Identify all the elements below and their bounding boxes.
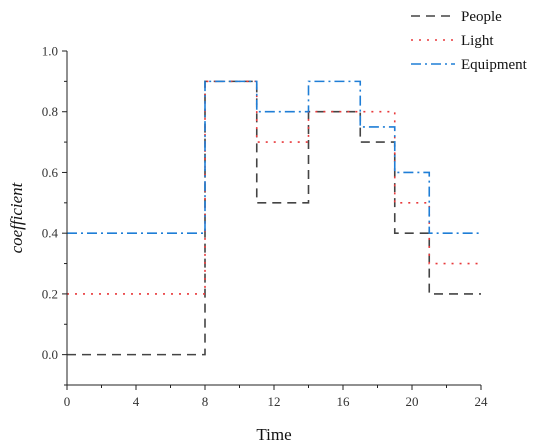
y-ticks: 0.0 0.2 0.4 0.6 0.8 1.0 [42,44,67,386]
x-tick-label: 16 [337,394,351,409]
y-tick-label: 0.2 [42,286,58,301]
series-line-people [67,80,481,356]
axes: 0 4 8 12 16 20 24 0.0 0.2 0.4 0.6 0.8 1.0 [42,44,488,410]
x-tick-label: 24 [475,394,489,409]
y-tick-label: 1.0 [42,44,58,59]
y-tick-label: 0.6 [42,165,59,180]
legend: People Light Equipment [411,9,528,73]
x-tick-label: 12 [268,394,281,409]
x-tick-label: 8 [202,394,209,409]
x-axis-title: Time [256,425,291,444]
x-tick-label: 4 [133,394,140,409]
y-tick-label: 0.0 [42,347,58,362]
legend-label-light: Light [461,33,494,49]
legend-label-people: People [461,9,502,25]
x-tick-label: 20 [406,394,419,409]
x-ticks: 0 4 8 12 16 20 24 [64,385,488,409]
plot-lines [67,80,481,356]
x-tick-label: 0 [64,394,71,409]
y-tick-label: 0.4 [42,226,59,241]
series-line-light [67,80,481,295]
series-line-equipment [67,80,481,234]
y-tick-label: 0.8 [42,104,58,119]
y-axis-title: coefficient [7,181,26,253]
legend-label-equipment: Equipment [461,57,528,73]
